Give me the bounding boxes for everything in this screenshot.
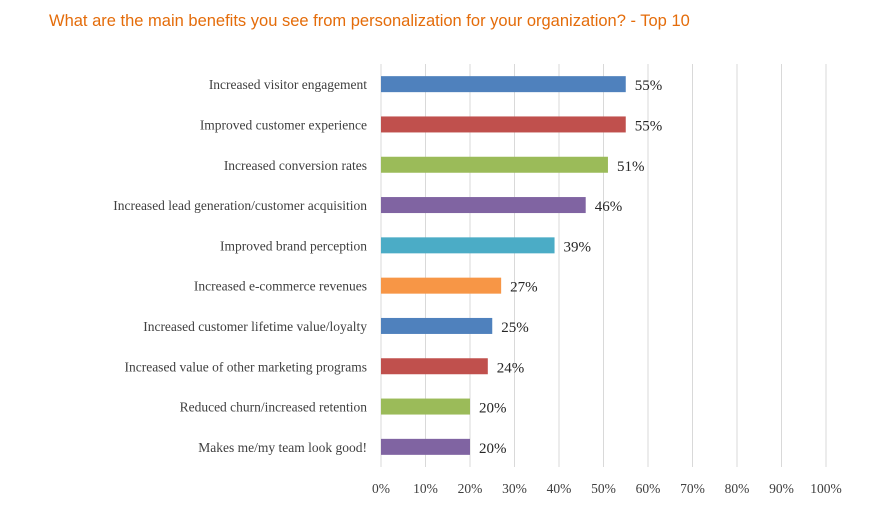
category-label: Increased conversion rates [224, 158, 367, 173]
x-axis-tick-labels: 0% 10% 20% 30% 40% 50% 60% 70% 80% 90% 100% [372, 481, 842, 496]
category-label: Increased customer lifetime value/loyalt… [143, 319, 367, 334]
category-label: Improved brand perception [220, 238, 367, 253]
bar [381, 237, 555, 254]
x-tick-label: 0% [372, 481, 390, 496]
category-labels: Increased visitor engagement Improved cus… [113, 77, 367, 455]
bars [381, 76, 626, 455]
value-labels: 55% 55% 51% 46% 39% 27% 25% 24% 20% 20% [479, 78, 662, 457]
data-label: 46% [595, 199, 623, 215]
category-label: Increased visitor engagement [209, 77, 367, 92]
category-label: Reduced churn/increased retention [180, 400, 368, 415]
bar [381, 197, 586, 214]
x-tick-label: 30% [502, 481, 527, 496]
bar [381, 398, 470, 415]
x-tick-label: 90% [769, 481, 794, 496]
category-label: Makes me/my team look good! [198, 440, 367, 455]
x-tick-label: 20% [458, 481, 483, 496]
x-tick-label: 70% [680, 481, 705, 496]
data-label: 51% [617, 159, 645, 175]
data-label: 55% [635, 118, 663, 134]
x-tick-label: 80% [725, 481, 750, 496]
bar [381, 317, 493, 334]
chart-title: What are the main benefits you see from … [49, 12, 690, 30]
x-tick-label: 50% [591, 481, 616, 496]
x-tick-label: 10% [413, 481, 438, 496]
category-label: Increased lead generation/customer acqui… [113, 198, 367, 213]
bar [381, 358, 488, 375]
data-label: 24% [497, 360, 525, 376]
bar [381, 116, 626, 133]
x-tick-label: 100% [810, 481, 842, 496]
category-label: Improved customer experience [200, 117, 367, 132]
category-label: Increased e-commerce revenues [194, 279, 367, 294]
data-label: 20% [479, 401, 507, 417]
bar [381, 76, 626, 93]
data-label: 27% [510, 280, 538, 296]
bar [381, 438, 470, 455]
x-tick-label: 40% [547, 481, 572, 496]
bar [381, 156, 608, 173]
data-label: 55% [635, 78, 663, 94]
bar [381, 277, 502, 294]
x-tick-label: 60% [636, 481, 661, 496]
data-label: 20% [479, 441, 507, 457]
data-label: 25% [501, 320, 529, 336]
category-label: Increased value of other marketing progr… [124, 359, 367, 374]
data-label: 39% [564, 239, 592, 255]
